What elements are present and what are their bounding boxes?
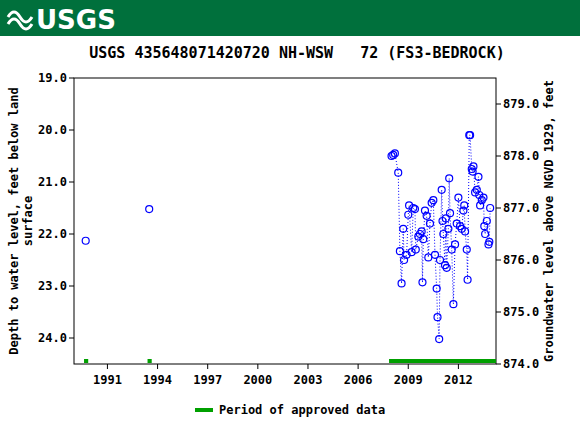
data-point	[398, 280, 405, 287]
legend-swatch	[195, 408, 213, 412]
x-tick	[257, 364, 258, 369]
data-point	[425, 254, 432, 261]
y2-tick-label: 876.0	[503, 253, 539, 267]
y2-tick	[496, 104, 501, 105]
x-tick-label: 1997	[193, 373, 222, 387]
y2-tick-label: 878.0	[503, 149, 539, 163]
y2-tick-label: 877.0	[503, 201, 539, 215]
y-tick	[69, 338, 74, 339]
data-point	[467, 132, 474, 139]
series-line	[392, 135, 491, 339]
y-tick-label: 24.0	[38, 331, 67, 345]
approved-period	[84, 359, 88, 363]
data-point	[452, 241, 459, 248]
logo-icon	[8, 12, 32, 29]
x-tick	[408, 364, 409, 369]
y2-tick-label: 879.0	[503, 97, 539, 111]
data-point	[82, 237, 89, 244]
y-tick	[69, 78, 74, 79]
y2-tick	[496, 260, 501, 261]
data-point	[405, 211, 412, 218]
data-point	[434, 314, 441, 321]
data-point	[455, 194, 462, 201]
data-point	[461, 202, 468, 209]
title: USGS 435648071420720 NH-WSW 72 (FS3-BEDR…	[89, 44, 504, 62]
data-point	[466, 132, 473, 139]
data-point	[483, 218, 490, 225]
plot-data	[82, 132, 496, 363]
data-point	[426, 220, 433, 227]
plot-frame	[74, 78, 496, 364]
data-point	[464, 276, 471, 283]
x-tick	[107, 364, 108, 369]
data-point	[146, 206, 153, 213]
x-tick	[157, 364, 158, 369]
data-point	[420, 236, 427, 243]
x-tick-label: 1991	[93, 373, 122, 387]
data-point	[482, 231, 489, 238]
approved-period	[148, 359, 152, 363]
x-tick-label: 2003	[294, 373, 323, 387]
y-tick-label: 20.0	[38, 123, 67, 137]
data-point	[463, 246, 470, 253]
data-point	[396, 248, 403, 255]
y2-axis-label: Groundwater level above NGVD 1929, feet	[542, 80, 556, 362]
data-point	[448, 246, 455, 253]
y-axis-label: Depth to water level, feet below landsur…	[7, 87, 35, 354]
data-point	[400, 225, 407, 232]
x-tick	[307, 364, 308, 369]
data-point	[430, 197, 437, 204]
data-point	[438, 186, 445, 193]
y2-tick-label: 874.0	[503, 357, 539, 371]
x-tick-label: 1994	[143, 373, 172, 387]
data-point	[418, 228, 425, 235]
data-point	[391, 150, 398, 157]
x-tick	[207, 364, 208, 369]
data-point	[411, 206, 418, 213]
y-tick	[69, 130, 74, 131]
data-point	[450, 301, 457, 308]
data-point	[433, 285, 440, 292]
data-point	[486, 238, 493, 245]
data-point	[443, 264, 450, 271]
data-point	[423, 212, 430, 219]
y-tick	[69, 286, 74, 287]
data-point	[395, 169, 402, 176]
x-tick-label: 2000	[243, 373, 272, 387]
x-tick	[458, 364, 459, 369]
y2-tick	[496, 208, 501, 209]
x-tick-label: 2009	[394, 373, 423, 387]
y-tick-label: 23.0	[38, 279, 67, 293]
data-point	[462, 228, 469, 235]
x-tick-label: 2006	[344, 373, 373, 387]
logo-text: USGS	[36, 5, 116, 35]
data-point	[475, 173, 482, 180]
data-point	[412, 246, 419, 253]
x-tick-label: 2012	[444, 373, 473, 387]
data-point	[419, 279, 426, 286]
y-tick	[69, 182, 74, 183]
data-point	[447, 210, 454, 217]
data-point	[487, 205, 494, 212]
x-tick	[358, 364, 359, 369]
data-point	[445, 225, 452, 232]
y-tick	[69, 234, 74, 235]
header-band	[0, 0, 580, 36]
y-tick-label: 22.0	[38, 227, 67, 241]
chart: USGS USGS 435648071420720 NH-WSW 72 (FS3-…	[0, 0, 580, 430]
legend-label: Period of approved data	[219, 403, 385, 417]
y2-tick	[496, 312, 501, 313]
y-tick-label: 19.0	[38, 71, 67, 85]
y2-tick-label: 875.0	[503, 305, 539, 319]
y-tick-label: 21.0	[38, 175, 67, 189]
y2-tick	[496, 364, 501, 365]
data-point	[436, 336, 443, 343]
y2-tick	[496, 156, 501, 157]
data-point	[480, 194, 487, 201]
data-point	[446, 175, 453, 182]
approved-period	[389, 359, 496, 363]
data-point	[470, 163, 477, 170]
